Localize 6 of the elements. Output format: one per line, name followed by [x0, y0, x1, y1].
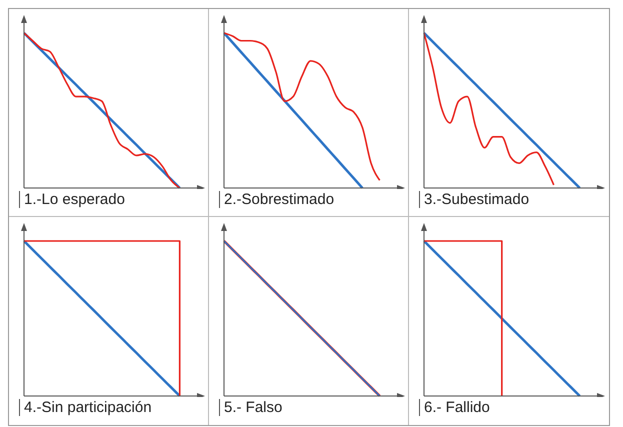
- text: 4.-Sin participación: [19, 399, 152, 416]
- text: 3.-Subestimado: [419, 191, 530, 208]
- text: 5.- Falso: [219, 399, 282, 416]
- text: 6.- Fallido: [419, 399, 490, 416]
- text: 2.-Sobrestimado: [219, 191, 334, 208]
- text: 1.-Lo esperado: [19, 191, 125, 208]
